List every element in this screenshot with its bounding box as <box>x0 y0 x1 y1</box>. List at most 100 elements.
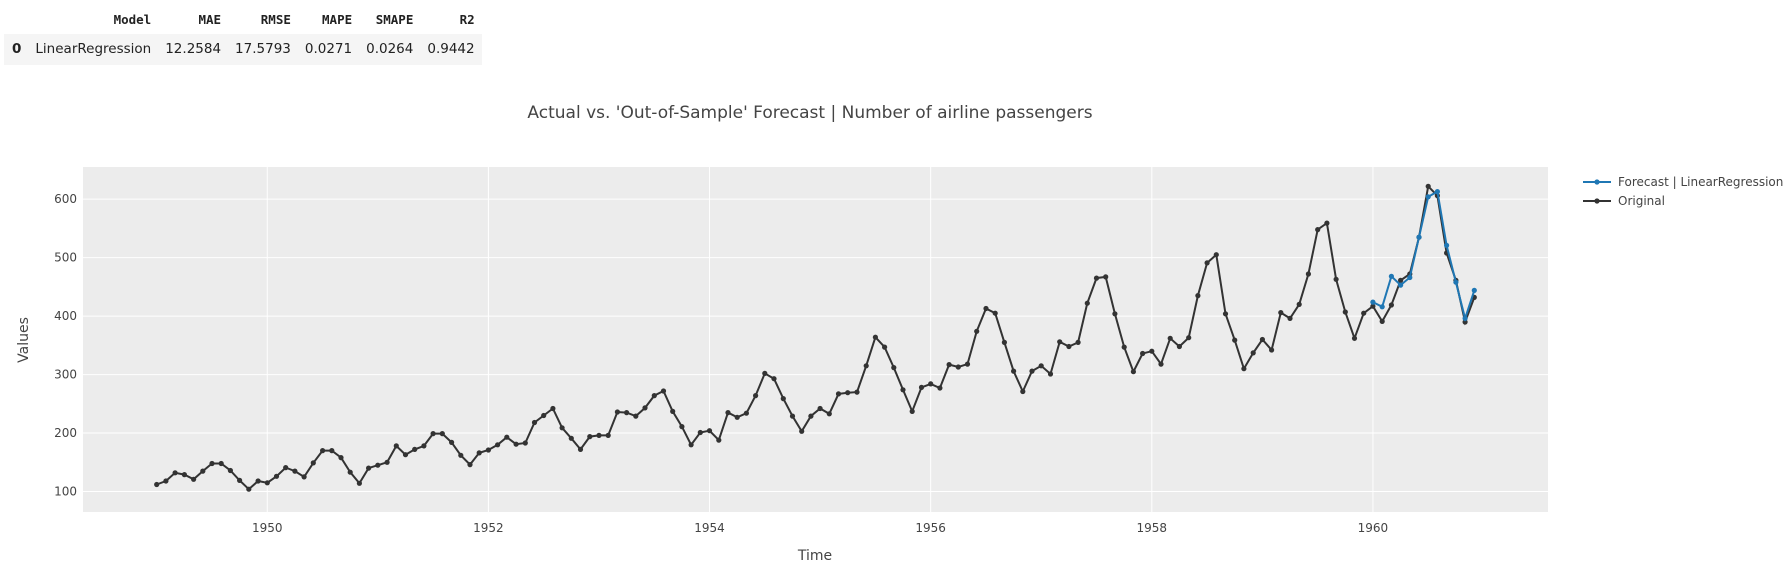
grid-lines <box>83 167 1548 512</box>
original-point <box>753 393 759 399</box>
plot-background <box>83 167 1548 512</box>
original-point <box>955 364 961 370</box>
original-point <box>301 474 307 480</box>
cell-r2: 0.9442 <box>427 41 475 57</box>
legend-label: Original <box>1618 194 1665 208</box>
original-point <box>1351 335 1358 341</box>
x-tick-label: 1950 <box>252 521 283 535</box>
original-point <box>1462 319 1468 325</box>
series-original <box>154 183 1477 492</box>
original-point <box>725 410 731 416</box>
original-point <box>1296 301 1302 307</box>
original-point <box>909 408 915 414</box>
forecast-point <box>1425 194 1431 200</box>
forecast-point <box>1370 299 1376 305</box>
original-point <box>918 384 925 390</box>
original-point <box>1075 339 1081 345</box>
original-point <box>1149 348 1155 354</box>
original-point <box>891 365 897 371</box>
original-point <box>946 362 952 368</box>
metrics-header-mae: MAE <box>198 12 222 27</box>
cell-mape: 0.0271 <box>304 41 353 57</box>
original-point <box>762 370 768 376</box>
original-point <box>633 413 639 419</box>
original-point <box>1315 227 1321 233</box>
original-point <box>1232 337 1238 343</box>
cell-smape: 0.0264 <box>366 41 414 57</box>
original-point <box>697 429 703 436</box>
original-point <box>347 469 353 475</box>
original-point <box>771 376 777 382</box>
y-tick-label: 600 <box>54 192 77 206</box>
forecast-line <box>1372 190 1476 322</box>
original-point <box>872 334 879 340</box>
row-index: 0 <box>12 41 22 57</box>
original-point <box>504 434 510 440</box>
original-point <box>495 442 501 448</box>
original-point <box>863 363 869 369</box>
legend-item-forecast[interactable]: Forecast | LinearRegression <box>1583 175 1783 189</box>
original-point <box>1001 339 1008 345</box>
original-point <box>1195 293 1201 299</box>
forecast-point <box>1398 282 1404 288</box>
original-point <box>393 443 399 449</box>
original-point <box>568 435 574 441</box>
series-layer <box>154 183 1477 492</box>
original-point <box>531 419 538 426</box>
metrics-header-row: Model MAE RMSE MAPE SMAPE R2 <box>4 4 482 34</box>
original-point <box>430 431 436 437</box>
original-point <box>356 480 362 486</box>
original-point <box>577 446 584 452</box>
original-point <box>1342 309 1348 315</box>
metrics-table: Model MAE RMSE MAPE SMAPE R2 0 LinearReg… <box>4 4 482 65</box>
original-point <box>255 478 261 484</box>
cell-mae: 12.2584 <box>165 41 222 57</box>
forecast-point <box>1379 304 1385 310</box>
original-point <box>1388 302 1394 308</box>
y-axis-label: Values <box>16 317 32 363</box>
original-point <box>421 443 427 449</box>
original-point <box>172 470 178 476</box>
original-point <box>366 465 372 471</box>
forecast-point <box>1462 315 1468 321</box>
original-point <box>522 440 528 446</box>
original-point <box>716 437 722 443</box>
original-point <box>854 389 860 395</box>
original-point <box>292 468 298 474</box>
original-point <box>1305 271 1311 277</box>
original-point <box>1158 361 1164 367</box>
x-axis-label: Time <box>797 548 832 564</box>
metrics-header-smape: SMAPE <box>375 12 414 27</box>
original-point <box>283 465 289 471</box>
original-point <box>1370 303 1376 309</box>
original-point <box>900 387 906 393</box>
original-point <box>614 409 621 415</box>
original-point <box>1057 339 1063 345</box>
original-point <box>163 478 169 484</box>
legend[interactable]: Forecast | LinearRegression Original <box>1583 175 1783 208</box>
legend-item-original[interactable]: Original <box>1583 194 1665 208</box>
cell-model: LinearRegression <box>35 41 152 57</box>
original-point <box>992 310 998 316</box>
original-point <box>246 486 252 492</box>
original-point <box>329 448 335 454</box>
original-point <box>1167 335 1173 341</box>
original-point <box>817 405 823 412</box>
original-point <box>706 428 713 434</box>
y-tick-label: 500 <box>54 251 77 265</box>
forecast-point <box>1471 287 1477 293</box>
y-tick-label: 100 <box>54 485 77 499</box>
original-point <box>596 432 602 438</box>
metrics-header-mape: MAPE <box>322 12 353 27</box>
original-point <box>974 328 980 334</box>
original-point <box>237 477 243 483</box>
y-tick-label: 200 <box>54 426 77 440</box>
original-point <box>1020 388 1026 395</box>
original-point <box>1084 300 1090 306</box>
original-point <box>679 424 685 430</box>
original-point <box>1140 350 1146 357</box>
original-point <box>1269 347 1275 353</box>
original-point <box>624 410 630 416</box>
original-point <box>320 448 326 454</box>
original-point <box>845 390 851 396</box>
